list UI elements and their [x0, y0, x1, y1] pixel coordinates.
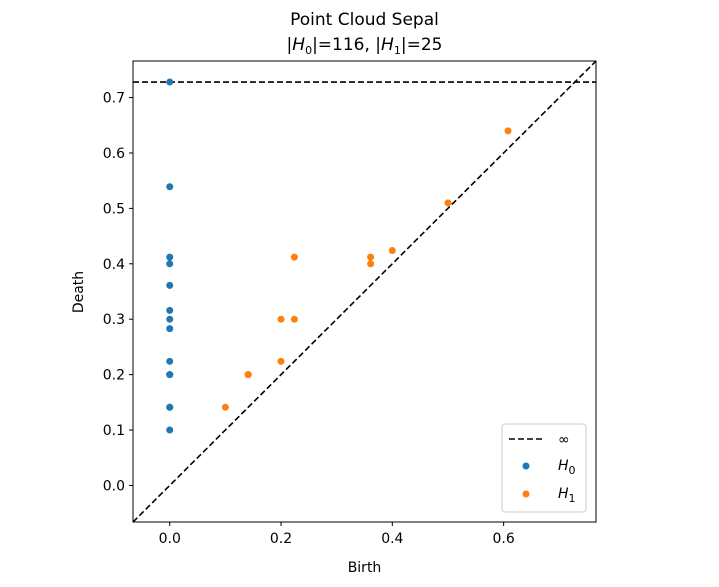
h1-point	[221, 403, 229, 411]
axis-ticks: 0.0 0.2 0.4 0.6 0.0 0.1 0.2 0.3 0.4 0.5 0.6 0.7	[103, 91, 515, 547]
h1-point	[367, 253, 375, 261]
h1-point	[444, 199, 452, 207]
h0-point	[166, 260, 174, 268]
legend-h0-marker	[522, 462, 530, 470]
x-tick-label: 0.2	[270, 531, 292, 547]
legend: ∞ H0 H1	[501, 423, 587, 513]
plot-area	[133, 61, 596, 522]
y-tick-label: 0.5	[103, 201, 125, 217]
h0-point	[166, 183, 174, 191]
legend-h1-marker	[522, 490, 530, 498]
legend-h1-label: H1	[558, 486, 576, 505]
chart-title-line2: |H0|=116, |H1|=25	[287, 35, 443, 57]
x-tick-label: 0.0	[159, 531, 181, 547]
h1-point	[504, 127, 512, 135]
h1-point	[388, 246, 396, 254]
legend-box	[501, 423, 587, 513]
y-tick-label: 0.6	[103, 146, 125, 162]
h0-point	[166, 306, 174, 314]
h0-point	[166, 325, 174, 333]
h1-point	[367, 260, 375, 268]
h1-point	[277, 357, 285, 365]
y-tick-label: 0.1	[103, 423, 125, 439]
chart-title-line1: Point Cloud Sepal	[290, 10, 439, 30]
h0-point	[166, 78, 174, 86]
h0-point	[166, 281, 174, 289]
h1-point	[290, 253, 298, 261]
axes-frame	[132, 60, 597, 523]
x-axis-label: Birth	[348, 560, 382, 576]
y-tick-label: 0.4	[103, 257, 125, 273]
h0-point	[166, 371, 174, 379]
legend-h0-label: H0	[558, 458, 576, 477]
h1-point	[290, 315, 298, 323]
y-tick-label: 0.2	[103, 368, 125, 384]
y-tick-label: 0.3	[103, 312, 125, 328]
h0-point	[166, 253, 174, 261]
y-axis-label: Death	[71, 271, 87, 313]
h1-point	[244, 371, 252, 379]
h1-point	[277, 315, 285, 323]
y-tick-label: 0.7	[103, 91, 125, 107]
x-tick-label: 0.6	[492, 531, 514, 547]
diagonal-line	[133, 61, 596, 522]
y-tick-label: 0.0	[103, 478, 125, 494]
h0-point	[166, 357, 174, 365]
x-tick-label: 0.4	[381, 531, 403, 547]
h0-point	[166, 315, 174, 323]
h0-point	[166, 426, 174, 434]
h0-point	[166, 403, 174, 411]
legend-infinity-label: ∞	[558, 432, 570, 448]
